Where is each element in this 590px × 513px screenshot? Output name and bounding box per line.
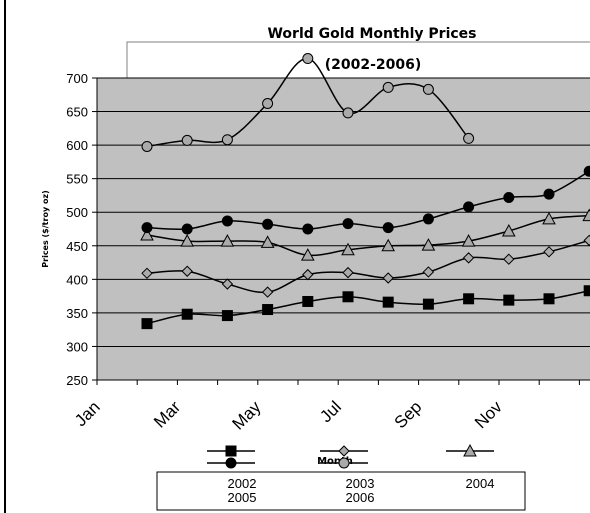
data-point-2005-5: [302, 223, 314, 235]
x-axis-label: Month: [317, 456, 353, 467]
data-point-2002-5: [302, 295, 314, 307]
data-point-2005-1: [141, 222, 153, 234]
series-2003: [141, 234, 590, 298]
legend-box: [156, 471, 526, 511]
legend-marker-2002: [225, 445, 237, 457]
series-2002: [141, 285, 590, 330]
data-point-2006-6: [342, 107, 354, 119]
data-point-2004-7: [381, 238, 396, 252]
data-point-2003-8: [422, 266, 435, 278]
legend-marker-2004: [463, 443, 477, 457]
data-point-2003-5: [302, 268, 314, 281]
data-point-2005-6: [342, 218, 354, 230]
data-point-2003-1: [141, 267, 153, 280]
data-point-2004-11: [542, 211, 556, 225]
data-point-2005-7: [382, 222, 394, 234]
data-point-2004-6: [341, 242, 355, 256]
data-point-2006-3: [221, 134, 233, 146]
data-point-2004-2: [180, 234, 195, 247]
data-point-2004-10: [501, 223, 516, 237]
data-point-2006-5: [302, 53, 314, 65]
data-point-2005-11: [543, 188, 555, 200]
data-point-2002-12: [583, 285, 590, 297]
chart-title: World Gold Monthly Prices: [267, 26, 476, 42]
data-point-2002-8: [422, 298, 434, 310]
data-point-2002-10: [503, 294, 515, 306]
y-tick-label: 650: [66, 105, 88, 120]
legend-marker-2006: [338, 457, 350, 469]
y-tick-label: 600: [66, 138, 88, 153]
data-point-2003-7: [382, 272, 394, 284]
data-point-2003-4: [261, 286, 274, 298]
data-point-2005-9: [463, 201, 475, 213]
data-point-2006-8: [422, 83, 434, 95]
data-point-2005-8: [422, 213, 434, 225]
data-point-2004-5: [300, 248, 315, 261]
data-point-2004-1: [140, 227, 154, 241]
data-point-2002-1: [141, 318, 153, 330]
data-point-2003-11: [543, 246, 555, 258]
data-point-2003-3: [221, 278, 234, 290]
data-point-2004-8: [421, 238, 436, 251]
data-point-2004-3: [220, 234, 235, 247]
series-2004: [140, 208, 590, 261]
y-tick-label: 700: [66, 71, 88, 86]
data-point-2002-7: [382, 296, 394, 308]
data-point-2003-10: [503, 253, 515, 265]
y-axis-label: Prices ($/troy oz): [41, 190, 50, 267]
data-point-2004-12: [582, 208, 590, 222]
y-tick-label: 450: [66, 239, 88, 254]
data-point-2003-6: [342, 266, 354, 279]
y-tick-label: 500: [66, 205, 88, 220]
data-point-2003-9: [462, 252, 475, 264]
data-point-2002-9: [463, 293, 475, 305]
y-tick-label: 350: [66, 306, 88, 321]
axes: [96, 78, 590, 385]
series-2005: [141, 165, 590, 235]
y-tick-label: 300: [66, 339, 88, 354]
legend-marker-2005: [225, 457, 237, 469]
y-tick-label: 250: [66, 373, 88, 388]
data-point-2006-2: [181, 134, 193, 146]
data-point-2005-3: [221, 215, 233, 227]
legend-label-2002: 2002: [228, 476, 257, 491]
data-point-2002-6: [342, 291, 354, 303]
data-point-2005-2: [181, 223, 193, 235]
data-point-2002-4: [262, 304, 274, 316]
legend-marker-2003: [338, 445, 350, 457]
y-tick-label: 550: [66, 172, 88, 187]
data-point-2004-4: [260, 235, 275, 248]
legend: 2002 2003 2004 2005 2006: [156, 443, 526, 511]
legend-label-2005: 2005: [228, 490, 257, 505]
data-point-2005-10: [503, 191, 515, 203]
data-point-2006-9: [463, 132, 475, 144]
series-2006: [141, 53, 475, 152]
data-point-2002-11: [543, 293, 555, 305]
y-tick-label: 400: [66, 272, 88, 287]
data-point-2002-3: [221, 310, 233, 322]
data-point-2006-1: [141, 140, 153, 152]
data-point-2005-4: [262, 218, 274, 230]
data-point-2006-4: [262, 98, 274, 110]
data-point-2003-2: [181, 265, 193, 277]
chart-subtitle: (2002-2006): [325, 57, 422, 73]
series-group: [140, 53, 590, 330]
data-point-2003-12: [583, 234, 590, 247]
y-tick-labels: 250 300 350 400 450 500 550 600 650 700: [66, 71, 88, 388]
legend-label-2004: 2004: [466, 476, 495, 491]
data-point-2005-12: [583, 165, 590, 177]
gridlines: [92, 77, 590, 381]
legend-label-2006: 2006: [346, 490, 375, 505]
data-point-2006-7: [382, 81, 394, 93]
legend-label-2003: 2003: [346, 476, 375, 491]
data-point-2004-9: [461, 234, 476, 247]
data-point-2002-2: [181, 308, 193, 320]
